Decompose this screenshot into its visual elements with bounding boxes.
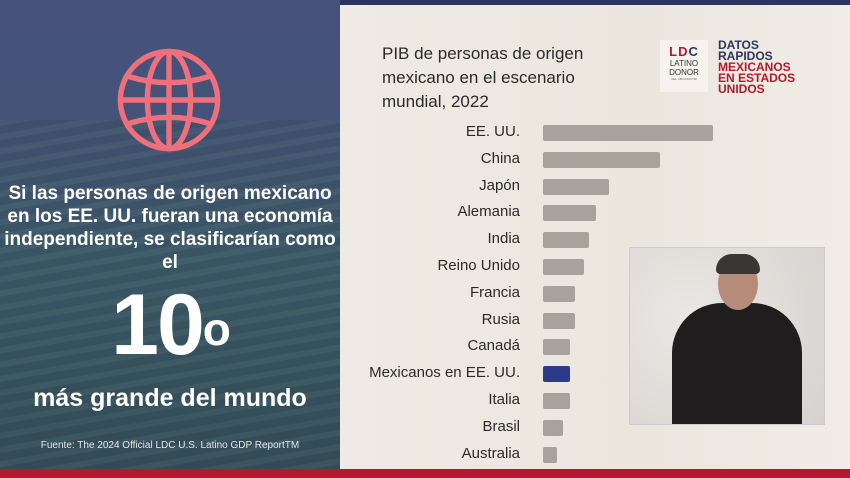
rank-suffix: o: [202, 303, 231, 355]
bar-8: [543, 339, 571, 356]
bar-5: [543, 259, 584, 275]
interpreter-hair: [716, 254, 760, 274]
category-label: China: [480, 149, 520, 167]
brand-line: EN ESTADOS: [718, 71, 796, 85]
category-label: Alemania: [457, 203, 520, 221]
category-label: Japón: [479, 176, 520, 194]
brand-line: DATOS: [718, 38, 759, 52]
bar-9: [543, 366, 571, 383]
left-info-panel: Si las personas de origen mexicano en lo…: [0, 0, 340, 478]
bar-1: [543, 151, 661, 168]
category-label: Brasil: [482, 417, 520, 435]
lead-text: Si las personas de origen mexicano en lo…: [4, 183, 336, 273]
brand-line: MEXICANOS: [718, 60, 791, 74]
bar-11: [543, 419, 564, 436]
bar-0: [543, 125, 713, 141]
category-label: Canadá: [467, 337, 520, 355]
bar-6: [543, 285, 576, 302]
category-label: Rusia: [481, 310, 520, 328]
top-strip: [340, 0, 850, 5]
category-label: Reino Unido: [437, 257, 520, 274]
bar-7: [543, 312, 576, 329]
rank-number: 10o: [0, 280, 340, 370]
tail-text: más grande del mundo: [33, 384, 307, 412]
datos-rapidos-brand: DATOS RAPIDOS MEXICANOS EN ESTADOS UNIDO…: [718, 38, 796, 96]
category-label: Francia: [469, 283, 520, 301]
logo-text: LATINO DONOR: [669, 59, 699, 77]
category-label: Australia: [461, 444, 520, 462]
logo-subtext: DEL LIBOCINCTIR: [671, 77, 697, 81]
brand-line: UNIDOS: [718, 82, 765, 96]
globe-icon: [117, 48, 221, 152]
rank-value: 10: [111, 277, 205, 373]
chart-title: PIB de personas de origen mexicano en el…: [382, 44, 584, 111]
bar-3: [543, 205, 596, 222]
category-label: Italia: [488, 391, 520, 408]
interpreter-body: [672, 303, 802, 424]
gdp-bar-chart: EE. UU. China Japón Alemania India Reino Unid…: [340, 120, 740, 470]
bar-4: [543, 232, 589, 249]
ldc-logo-mark: LDC: [669, 44, 699, 59]
ldc-logo: LDC LATINO DONOR DEL LIBOCINCTIR: [660, 40, 708, 92]
sign-language-interpreter-video: [629, 247, 825, 425]
category-label: Mexicanos en EE. UU.: [369, 364, 520, 382]
bar-2: [543, 178, 610, 195]
bar-12: [543, 446, 557, 463]
category-label: EE. UU.: [465, 123, 520, 140]
background-photo-field: [0, 120, 340, 478]
category-label: India: [487, 230, 520, 248]
bar-10: [543, 393, 571, 409]
source-note: Fuente: The 2024 Official LDC U.S. Latin…: [40, 440, 300, 451]
bottom-red-bar: [0, 469, 850, 478]
brand-line: RAPIDOS: [718, 49, 773, 63]
